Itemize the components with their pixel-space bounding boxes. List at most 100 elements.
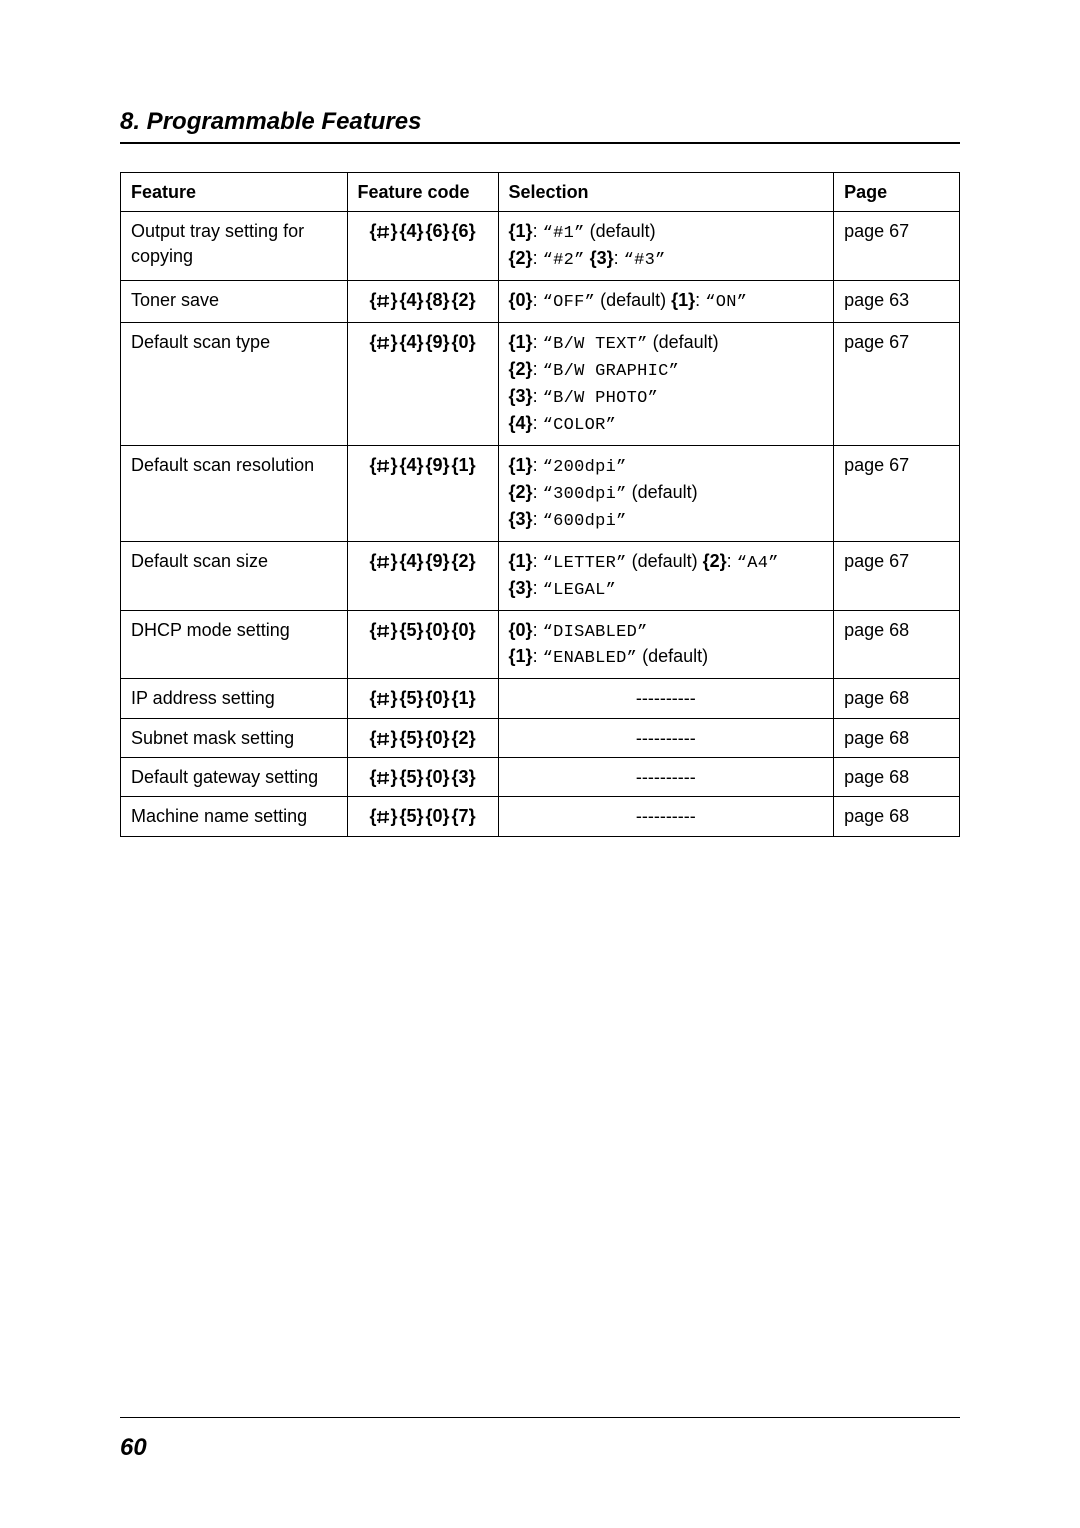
feature-code-cell: {}{4}{9}{1} xyxy=(347,445,498,541)
feature-cell: Default scan type xyxy=(121,323,348,446)
selection-cell: {1}: “B/W TEXT” (default){2}: “B/W GRAPH… xyxy=(498,323,834,446)
feature-cell: Default scan size xyxy=(121,541,348,610)
table-row: Machine name setting{}{5}{0}{7}---------… xyxy=(121,797,960,836)
feature-code-cell: {}{5}{0}{7} xyxy=(347,797,498,836)
keypad-key-sharp: {} xyxy=(368,726,398,750)
table-row: DHCP mode setting{}{5}{0}{0}{0}: “DISABL… xyxy=(121,610,960,679)
keypad-key: {5} xyxy=(398,726,424,750)
keypad-key: {3} xyxy=(451,765,477,789)
page-ref-cell: page 68 xyxy=(834,718,960,757)
col-header-selection: Selection xyxy=(498,173,834,212)
keypad-key: {4} xyxy=(398,219,424,243)
table-row: IP address setting {}{5}{0}{1} ----------p… xyxy=(121,679,960,718)
feature-code-cell: {}{4}{9}{0} xyxy=(347,323,498,446)
keypad-key: {0} xyxy=(451,330,477,354)
sharp-icon xyxy=(376,688,390,708)
feature-cell: IP address setting xyxy=(121,679,348,718)
features-table: Feature Feature code Selection Page Outp… xyxy=(120,172,960,837)
sharp-icon xyxy=(376,332,390,352)
table-row: Toner save{}{4}{8}{2}{0}: “OFF” (default… xyxy=(121,281,960,323)
feature-code-cell: {}{5}{0}{2} xyxy=(347,718,498,757)
selection-cell: {1}: “LETTER” (default) {2}: “A4”{3}: “L… xyxy=(498,541,834,610)
selection-cell: {1}: “#1” (default){2}: “#2” {3}: “#3” xyxy=(498,212,834,281)
keypad-key-sharp: {} xyxy=(368,549,398,573)
keypad-key: {9} xyxy=(425,453,451,477)
keypad-key: {4} xyxy=(398,288,424,312)
feature-code-cell: {}{5}{0}{0} xyxy=(347,610,498,679)
page-ref-cell: page 67 xyxy=(834,212,960,281)
keypad-key-sharp: {} xyxy=(368,219,398,243)
heading-rule: 8. Programmable Features xyxy=(120,108,960,144)
keypad-key-sharp: {} xyxy=(368,288,398,312)
page-ref-cell: page 67 xyxy=(834,323,960,446)
sharp-icon xyxy=(376,806,390,826)
keypad-key-sharp: {} xyxy=(368,804,398,828)
table-row: Subnet mask setting{}{5}{0}{2}----------… xyxy=(121,718,960,757)
selection-cell: ---------- xyxy=(498,797,834,836)
keypad-key: {0} xyxy=(425,804,451,828)
keypad-key: {9} xyxy=(425,549,451,573)
table-row: Default scan type{}{4}{9}{0}{1}: “B/W TE… xyxy=(121,323,960,446)
page-number: 60 xyxy=(120,1434,147,1462)
feature-code-cell: {}{4}{9}{2} xyxy=(347,541,498,610)
table-row: Default scan resolution{}{4}{9}{1}{1}: “… xyxy=(121,445,960,541)
feature-code-cell: {}{4}{6}{6} xyxy=(347,212,498,281)
page-container: 8. Programmable Features Feature Feature… xyxy=(0,0,1080,897)
keypad-key: {0} xyxy=(425,765,451,789)
selection-cell: {0}: “DISABLED”{1}: “ENABLED” (default) xyxy=(498,610,834,679)
sharp-icon xyxy=(376,290,390,310)
sharp-icon xyxy=(376,551,390,571)
feature-cell: Toner save xyxy=(121,281,348,323)
sharp-icon xyxy=(376,455,390,475)
sharp-icon xyxy=(376,767,390,787)
selection-cell: ---------- xyxy=(498,718,834,757)
col-header-feature: Feature xyxy=(121,173,348,212)
keypad-key: {2} xyxy=(451,726,477,750)
keypad-key: {1} xyxy=(451,686,477,710)
keypad-key: {4} xyxy=(398,549,424,573)
keypad-key: {6} xyxy=(425,219,451,243)
feature-cell: Machine name setting xyxy=(121,797,348,836)
keypad-key: {8} xyxy=(425,288,451,312)
page-ref-cell: page 68 xyxy=(834,797,960,836)
page-ref-cell: page 68 xyxy=(834,679,960,718)
col-header-code: Feature code xyxy=(347,173,498,212)
table-row: Output tray setting for copying{}{4}{6}{… xyxy=(121,212,960,281)
keypad-key-sharp: {} xyxy=(368,618,398,642)
keypad-key-sharp: {} xyxy=(368,330,398,354)
sharp-icon xyxy=(376,620,390,640)
feature-cell: Default gateway setting xyxy=(121,758,348,797)
keypad-key: {0} xyxy=(451,618,477,642)
sharp-icon xyxy=(376,221,390,241)
section-heading: 8. Programmable Features xyxy=(120,108,960,136)
page-ref-cell: page 68 xyxy=(834,758,960,797)
keypad-key: {2} xyxy=(451,549,477,573)
selection-cell: {0}: “OFF” (default) {1}: “ON” xyxy=(498,281,834,323)
table-row: Default gateway setting{}{5}{0}{3}------… xyxy=(121,758,960,797)
keypad-key: {0} xyxy=(425,726,451,750)
keypad-key: {2} xyxy=(451,288,477,312)
keypad-key: {5} xyxy=(398,765,424,789)
keypad-key-sharp: {} xyxy=(368,765,398,789)
feature-cell: Output tray setting for copying xyxy=(121,212,348,281)
keypad-key: {9} xyxy=(425,330,451,354)
sharp-icon xyxy=(376,728,390,748)
table-row: Default scan size{}{4}{9}{2}{1}: “LETTER… xyxy=(121,541,960,610)
col-header-page: Page xyxy=(834,173,960,212)
keypad-key: {7} xyxy=(451,804,477,828)
feature-code-cell: {}{4}{8}{2} xyxy=(347,281,498,323)
keypad-key: {4} xyxy=(398,330,424,354)
selection-cell: {1}: “200dpi”{2}: “300dpi” (default){3}:… xyxy=(498,445,834,541)
feature-code-cell: {}{5}{0}{3} xyxy=(347,758,498,797)
page-ref-cell: page 67 xyxy=(834,445,960,541)
footer-rule xyxy=(120,1417,960,1418)
keypad-key: {0} xyxy=(425,618,451,642)
page-ref-cell: page 67 xyxy=(834,541,960,610)
keypad-key-sharp: {} xyxy=(368,686,398,710)
table-header-row: Feature Feature code Selection Page xyxy=(121,173,960,212)
keypad-key: {0} xyxy=(425,686,451,710)
selection-cell: ---------- xyxy=(498,679,834,718)
page-ref-cell: page 68 xyxy=(834,610,960,679)
keypad-key: {5} xyxy=(398,686,424,710)
page-ref-cell: page 63 xyxy=(834,281,960,323)
